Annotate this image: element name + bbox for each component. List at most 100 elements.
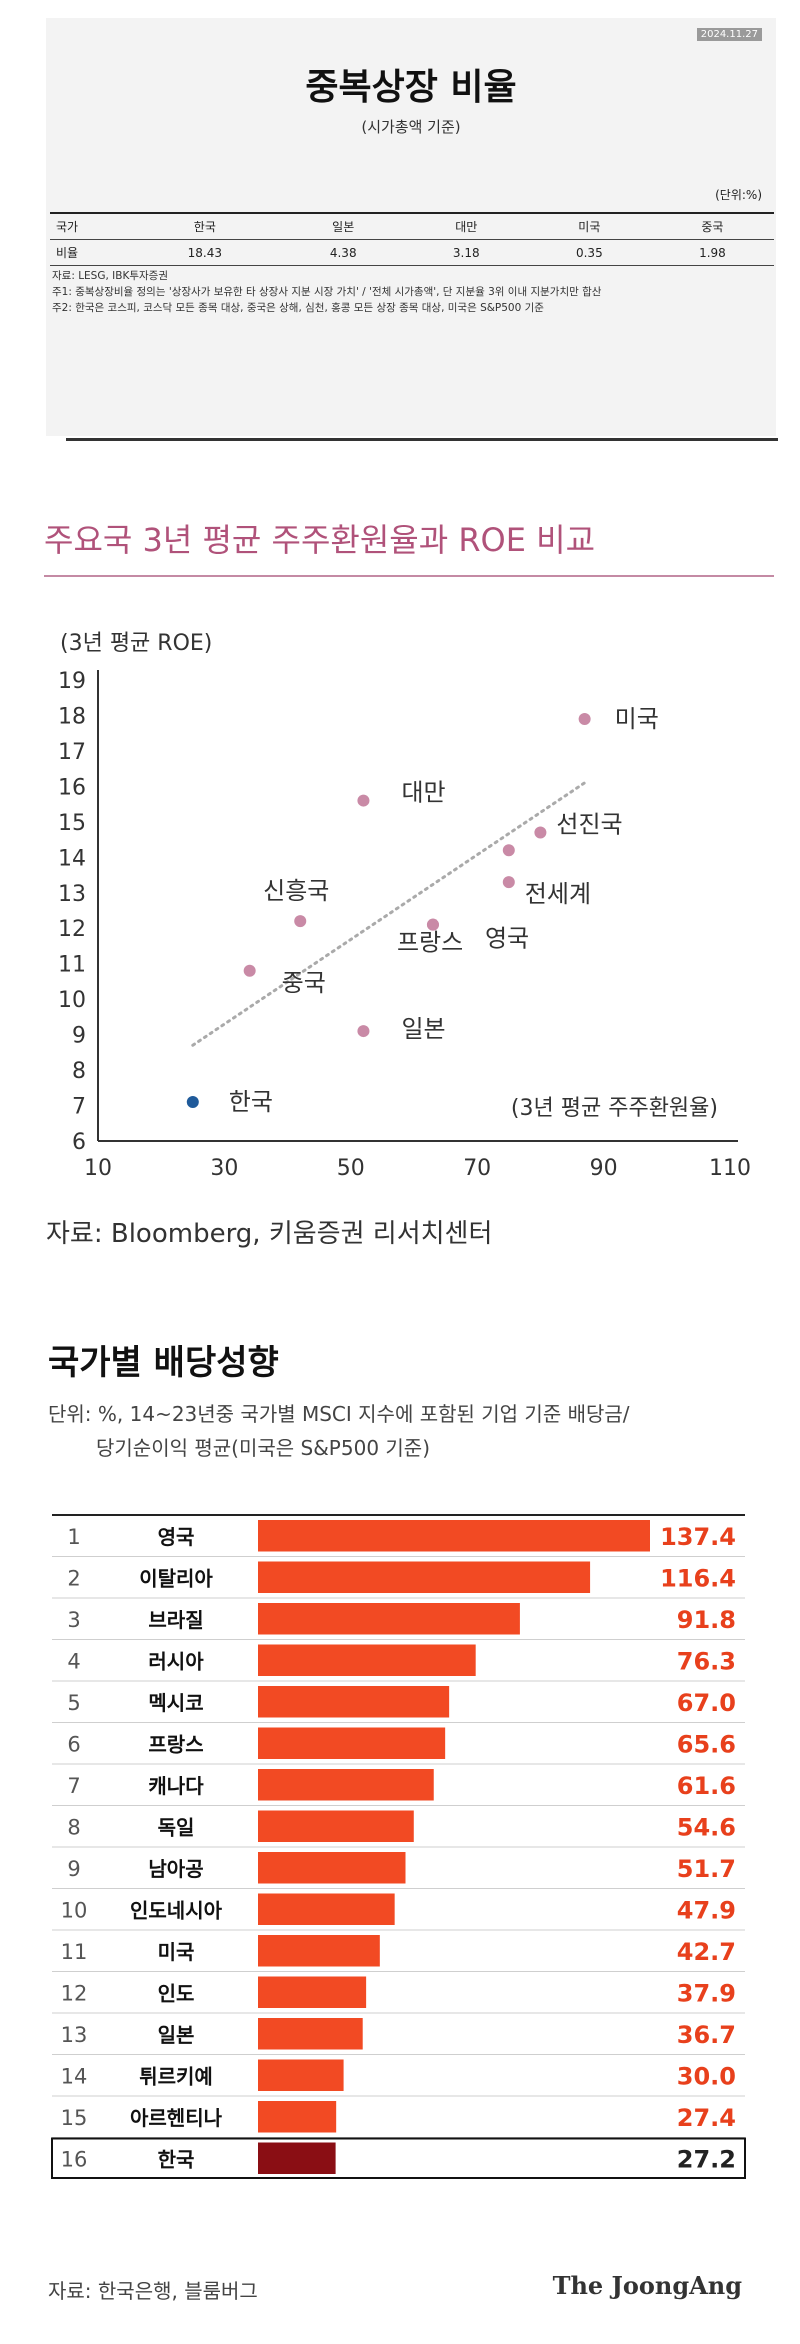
scatter-point [243,964,256,977]
bar [258,1603,520,1635]
country-label: 프랑스 [148,1732,203,1756]
bar [258,1852,406,1884]
bar [258,1644,476,1676]
note-line: 주2: 한국은 코스피, 코스닥 모든 종목 대상, 중국은 상해, 심천, 홍… [52,302,544,314]
scatter-point [426,918,439,931]
point-label: 미국 [615,705,659,733]
bar [258,1686,450,1718]
rank-label: 13 [61,2023,88,2047]
scatter-point [534,826,547,839]
rank-label: 4 [67,1649,80,1673]
highlight-row-box [51,2137,746,2179]
point-label: 선진국 [556,810,622,838]
point-label: 영국 [485,925,529,953]
bar-source: 자료: 한국은행, 블룸버그 [48,2279,258,2303]
value-label: 27.4 [677,2104,736,2132]
scatter-source: 자료: Bloomberg, 키움증권 리서치센터 [46,1219,493,1249]
value-label: 51.7 [677,1855,736,1883]
country-label: 인도 [158,1981,195,2005]
bar [258,1520,650,1552]
value-label: 36.7 [677,2021,736,2049]
y-tick-label: 13 [58,882,86,907]
scatter-point [578,713,591,726]
bar [258,1727,446,1759]
value-label: 30.0 [677,2062,736,2090]
rank-label: 6 [67,1732,80,1756]
scatter-title-rule [44,575,774,577]
y-tick-label: 14 [58,846,86,871]
country-label: 러시아 [148,1649,204,1673]
panel1-unit: (단위:%) [715,188,762,202]
rank-label: 12 [61,1981,88,2005]
value-cell: 4.38 [281,239,405,266]
bar [258,2059,344,2091]
rank-label: 5 [67,1691,80,1715]
scatter-title: 주요국 3년 평균 주주환원율과 ROE 비교 [44,521,596,559]
duplicate-listing-panel: 2024.11.27 중복상장 비율 (시가총액 기준) (단위:%) 국가 한… [0,0,800,441]
country-label: 일본 [158,2023,195,2047]
y-tick-label: 16 [58,775,86,800]
rank-label: 11 [61,1940,88,1964]
bar [258,1769,434,1801]
duplicate-listing-table: 국가 한국 일본 대만 미국 중국 비율 18.43 4.38 3.18 0.3… [50,212,774,266]
value-label: 27.2 [677,2145,736,2173]
country-label: 캐나다 [148,1774,204,1798]
y-tick-label: 8 [72,1059,86,1084]
country-label: 멕시코 [148,1691,203,1715]
bar [258,2142,336,2174]
note-line: 자료: LESG, IBK투자증권 [52,270,168,282]
country-label: 인도네시아 [130,1898,223,1922]
value-label: 37.9 [677,1979,736,2007]
bar-chart: 1 영국 137.42 이탈리아 116.43 브라질 91.84 러시아 76.35 멕시코 67… [51,1514,746,2179]
value-label: 76.3 [677,1647,736,1675]
y-axis-label: (3년 평균 ROE) [60,631,212,656]
duplicate-listing-card: 2024.11.27 중복상장 비율 (시가총액 기준) (단위:%) 국가 한… [46,18,776,436]
scatter-point [357,1025,370,1038]
x-tick-label: 110 [709,1156,751,1181]
header-cell: 미국 [527,212,651,240]
bar-title: 국가별 배당성향 [48,1343,279,1383]
point-label: 일본 [401,1015,445,1043]
header-cell: 대만 [404,212,528,240]
y-tick-label: 19 [58,669,86,694]
country-label: 남아공 [148,1857,203,1881]
country-label: 튀르키예 [139,2064,213,2088]
rank-label: 10 [61,1898,88,1922]
y-tick-label: 7 [72,1095,86,1120]
unit-line: 당기순이익 평균(미국은 S&P500 기준) [96,1436,431,1460]
value-label: 91.8 [677,1606,736,1634]
rank-label: 2 [67,1566,80,1590]
country-label: 독일 [158,1815,195,1839]
country-label: 미국 [158,1940,195,1964]
brand-logo: The JoongAng [552,2271,742,2300]
country-label: 이탈리아 [139,1566,213,1590]
value-label: 116.4 [660,1564,736,1592]
table-row: 비율 18.43 4.38 3.18 0.35 1.98 [50,239,774,266]
bar [258,2018,363,2050]
value-label: 54.6 [677,1813,736,1841]
value-cell: 0.35 [527,239,651,266]
y-tick-label: 18 [58,704,86,729]
bar [258,1810,414,1842]
value-cell: 18.43 [128,239,282,266]
header-cell: 국가 [50,212,128,240]
rank-label: 8 [67,1815,80,1839]
header-cell: 한국 [128,212,282,240]
x-axis-label: (3년 평균 주주환원율) [511,1096,718,1121]
country-label: 아르헨티나 [130,2106,223,2130]
y-tick-label: 6 [72,1130,86,1155]
rank-label: 9 [67,1857,80,1881]
bar [258,1893,395,1925]
point-label: 한국 [229,1088,273,1116]
header-cell: 중국 [650,212,774,240]
country-label: 브라질 [148,1608,203,1632]
table-notes: 자료: LESG, IBK투자증권 주1: 중복상장비율 정의는 '상장사가 보… [52,268,601,316]
scatter-point [357,794,370,807]
scatter-point [502,876,515,889]
point-label: 전세계 [525,880,591,908]
roe-scatter-panel: 주요국 3년 평균 주주환원율과 ROE 비교 (3년 평균 ROE) 6 7 8 9 1… [0,455,800,1275]
value-label: 61.6 [677,1772,736,1800]
value-label: 137.4 [660,1523,736,1551]
panel1-title: 중복상장 비율 [305,67,517,108]
y-tick-label: 15 [58,811,86,836]
